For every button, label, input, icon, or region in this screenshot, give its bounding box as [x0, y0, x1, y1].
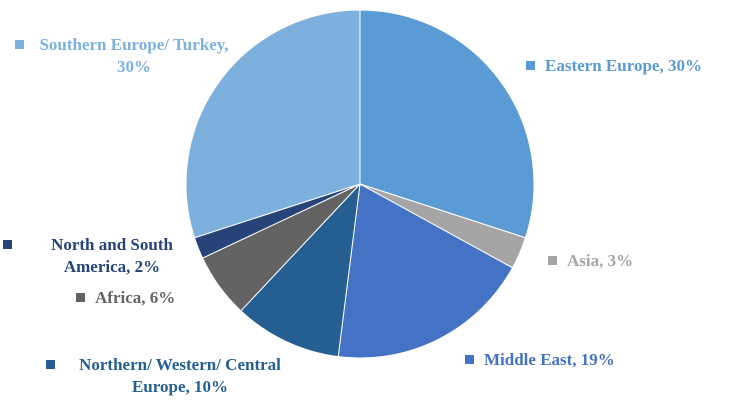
- slice-label: Asia, 3%: [548, 250, 633, 272]
- data-label: Northern/ Western/ Central Europe, 10%: [79, 355, 281, 396]
- pie-slice: [240, 182, 361, 358]
- legend-marker: [76, 293, 85, 302]
- data-label: Africa, 6%: [95, 288, 176, 307]
- data-label: Southern Europe/ Turkey, 30%: [39, 35, 229, 76]
- legend-marker: [526, 61, 535, 70]
- slice-label: Southern Europe/ Turkey, 30%: [15, 34, 234, 78]
- data-label: Middle East, 19%: [484, 350, 615, 369]
- data-label: North and South America, 2%: [51, 235, 173, 276]
- slice-label: Africa, 6%: [76, 287, 175, 309]
- legend-marker: [46, 360, 55, 369]
- pie-slice: [337, 183, 514, 359]
- data-label: Eastern Europe, 30%: [545, 56, 702, 75]
- legend-marker: [15, 40, 24, 49]
- data-label: Asia, 3%: [567, 251, 634, 270]
- slice-label: North and South America, 2%: [3, 234, 202, 278]
- pie-slice: [185, 9, 361, 239]
- legend-marker: [3, 240, 12, 249]
- slice-label: Northern/ Western/ Central Europe, 10%: [46, 354, 295, 398]
- pie-slice: [359, 9, 535, 239]
- legend-marker: [465, 355, 474, 364]
- slice-label: Middle East, 19%: [465, 349, 615, 371]
- slice-label: Eastern Europe, 30%: [526, 55, 702, 77]
- legend-marker: [548, 256, 557, 265]
